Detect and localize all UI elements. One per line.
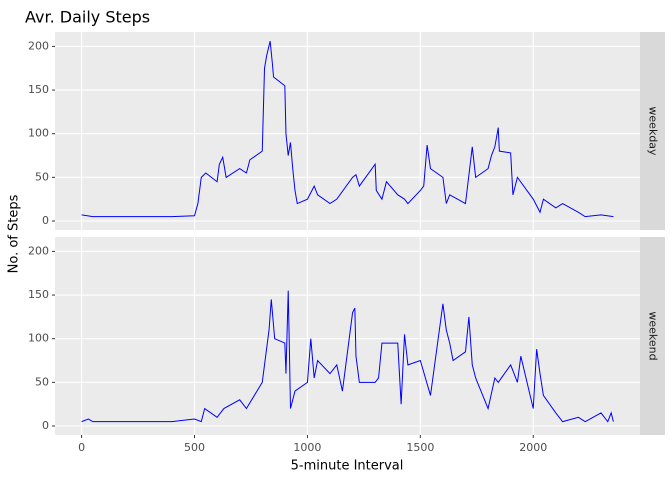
y-tick-label: 150 <box>28 288 49 301</box>
panel-background <box>55 237 640 435</box>
facet-strip <box>640 237 665 435</box>
x-tick-label: 0 <box>78 441 85 454</box>
y-tick-label: 0 <box>42 419 49 432</box>
x-tick-label: 1500 <box>406 441 434 454</box>
chart-title: Avr. Daily Steps <box>25 8 150 27</box>
x-tick-label: 2000 <box>519 441 547 454</box>
y-tick-label: 200 <box>28 244 49 257</box>
y-tick-label: 50 <box>35 170 49 183</box>
data-line <box>81 41 614 218</box>
y-tick-label: 100 <box>28 332 49 345</box>
y-tick-label: 50 <box>35 375 49 388</box>
y-tick-label: 200 <box>28 39 49 52</box>
facet-strip <box>640 32 665 230</box>
x-tick-label: 500 <box>184 441 205 454</box>
y-axis-title: No. of Steps <box>7 194 22 273</box>
x-tick-label: 1000 <box>293 441 321 454</box>
panel-background <box>55 32 640 230</box>
y-tick-label: 100 <box>28 127 49 140</box>
y-tick-label: 150 <box>28 83 49 96</box>
y-tick-label: 0 <box>42 214 49 227</box>
facet-label: weekend <box>647 311 660 360</box>
facet-label: weekday <box>647 106 660 156</box>
data-line <box>81 290 614 423</box>
x-axis-title: 5-minute Interval <box>291 459 404 474</box>
